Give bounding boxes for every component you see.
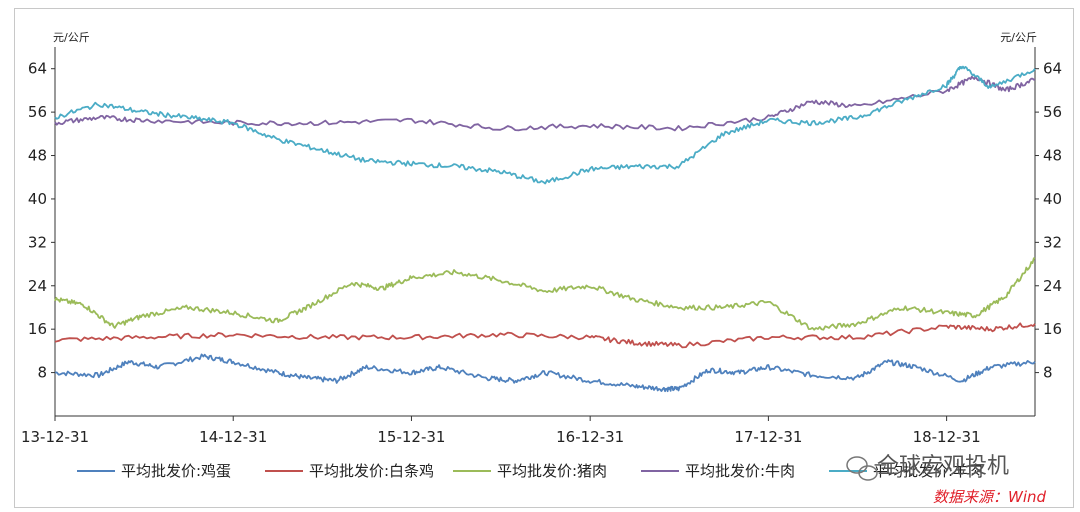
legend-label: 平均批发价:羊肉 xyxy=(873,462,983,480)
legend: 平均批发价:鸡蛋 平均批发价:白条鸡 平均批发价:猪肉 平均批发价:牛肉 平均批发价:羊… xyxy=(77,462,983,480)
series-line-4 xyxy=(54,65,1036,185)
series-line-2 xyxy=(54,257,1036,331)
x-tick-label: 16-12-31 xyxy=(556,428,624,446)
chart-svg: 元/公斤 元/公斤 8 8 16 16 24 24 32 32 40 40 48 48 56 56 64 64 13… xyxy=(21,31,1062,506)
y-tick-label-left: 8 xyxy=(37,364,47,382)
x-tick-label: 15-12-31 xyxy=(377,428,445,446)
source-note: 数据来源：Wind xyxy=(933,488,1047,506)
legend-item-2: 平均批发价:猪肉 xyxy=(453,462,607,480)
legend-label: 平均批发价:白条鸡 xyxy=(309,462,434,480)
series-line-1 xyxy=(54,322,1036,349)
series-line-3 xyxy=(54,75,1036,132)
y-tick-label-right: 16 xyxy=(1043,320,1062,338)
watermark-text: 全球宏观投机 xyxy=(877,454,1009,479)
y-tick-label-right: 40 xyxy=(1043,190,1062,208)
x-tick-label: 14-12-31 xyxy=(199,428,267,446)
legend-label: 平均批发价:鸡蛋 xyxy=(121,462,231,480)
x-tick-label: 13-12-31 xyxy=(21,428,89,446)
y-tick-label-left: 56 xyxy=(28,103,47,121)
y-tick-label-left: 16 xyxy=(28,320,47,338)
y-tick-label-right: 48 xyxy=(1043,147,1062,165)
y-tick-label-left: 64 xyxy=(28,60,47,78)
legend-label: 平均批发价:牛肉 xyxy=(685,462,795,480)
y-tick-label-right: 8 xyxy=(1043,364,1053,382)
legend-item-3: 平均批发价:牛肉 xyxy=(641,462,795,480)
y-tick-label-right: 32 xyxy=(1043,233,1062,251)
y-tick-label-right: 64 xyxy=(1043,60,1062,78)
y-tick-label-left: 32 xyxy=(28,233,47,251)
y-tick-label-left: 24 xyxy=(28,277,47,295)
wechat-icon xyxy=(846,456,878,481)
y-tick-label-left: 40 xyxy=(28,190,47,208)
chart-frame: 元/公斤 元/公斤 8 8 16 16 24 24 32 32 40 40 48 48 56 56 64 64 13… xyxy=(14,8,1074,508)
axes: 元/公斤 元/公斤 8 8 16 16 24 24 32 32 40 40 48 48 56 56 64 64 13… xyxy=(21,31,1062,446)
y-tick-label-left: 48 xyxy=(28,147,47,165)
legend-label: 平均批发价:猪肉 xyxy=(497,462,607,480)
legend-item-0: 平均批发价:鸡蛋 xyxy=(77,462,231,480)
legend-item-4: 平均批发价:羊肉 xyxy=(829,462,983,480)
x-tick-label: 17-12-31 xyxy=(734,428,802,446)
x-tick-label: 18-12-31 xyxy=(913,428,981,446)
y-tick-label-right: 56 xyxy=(1043,103,1062,121)
series-line-0 xyxy=(54,353,1036,393)
unit-right: 元/公斤 xyxy=(1000,31,1037,44)
legend-item-1: 平均批发价:白条鸡 xyxy=(265,462,434,480)
y-tick-label-right: 24 xyxy=(1043,277,1062,295)
series-lines xyxy=(54,65,1036,393)
unit-left: 元/公斤 xyxy=(53,31,90,44)
